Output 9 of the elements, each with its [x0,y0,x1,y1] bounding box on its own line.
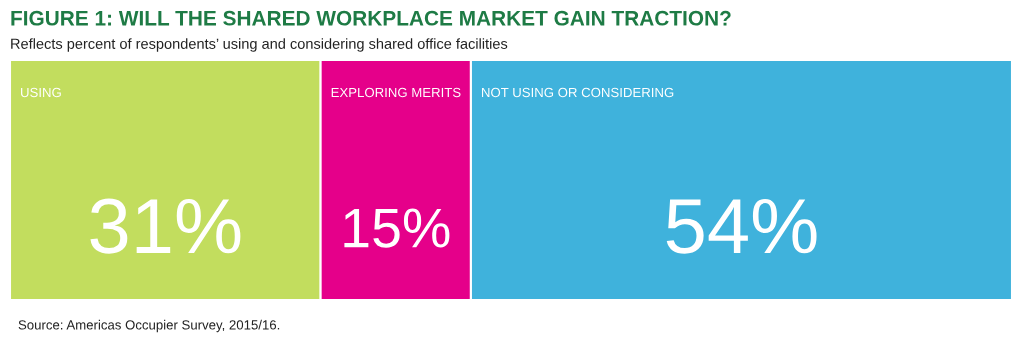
data-label: 31% [90,198,241,254]
data-label: 54% [666,198,817,254]
series-label: NOT USING OR CONSIDERING [482,87,674,98]
chart-title: FIGURE 1: WILL THE SHARED WORKPLACE MARKET GAIN TRACTION? [11,10,731,26]
series-label: EXPLORING MERITS [331,87,461,98]
series-label: USING [21,87,61,98]
data-label: 15% [344,208,450,248]
source-note: Source: Americas Occupier Survey, 2015/16. [18,319,280,333]
chart-subtitle: Reflects percent of respondents’ using and considering shared office facilities [11,38,508,52]
